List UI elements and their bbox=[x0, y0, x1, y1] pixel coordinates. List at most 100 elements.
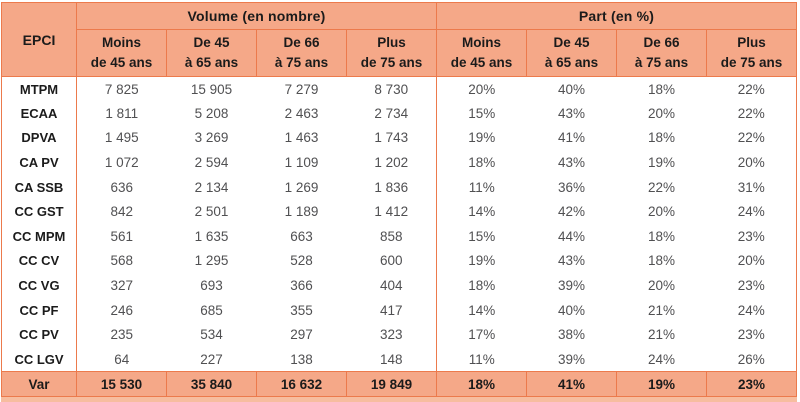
table-row: CC MPM 561 1 635 663 858 15% 44% 18% 23% bbox=[1, 224, 797, 249]
col-header-volume-1: De 45 à 65 ans bbox=[166, 29, 257, 77]
volume-cell: 1 635 bbox=[166, 224, 257, 249]
volume-cell: 1 495 bbox=[76, 125, 167, 151]
part-cell: 22% bbox=[706, 76, 797, 102]
volume-cell: 404 bbox=[346, 273, 437, 298]
volume-cell: 1 189 bbox=[256, 199, 347, 225]
part-cell: 18% bbox=[436, 273, 527, 298]
part-cell: 43% bbox=[526, 101, 617, 126]
volume-cell: 1 295 bbox=[166, 248, 257, 274]
part-cell: 39% bbox=[526, 273, 617, 298]
col-header-line1: Moins bbox=[462, 35, 501, 50]
part-cell: 24% bbox=[706, 199, 797, 225]
volume-cell: 600 bbox=[346, 248, 437, 274]
row-label: ECAA bbox=[1, 101, 77, 126]
table-row: CC LGV 64 227 138 148 11% 39% 24% 26% bbox=[1, 347, 797, 372]
part-cell: 22% bbox=[706, 125, 797, 151]
part-cell: 18% bbox=[616, 224, 707, 249]
volume-cell: 1 202 bbox=[346, 150, 437, 175]
volume-cell: 1 463 bbox=[256, 125, 347, 151]
part-cell: 15% bbox=[436, 101, 527, 126]
total-part-cell: 23% bbox=[706, 371, 797, 398]
volume-cell: 5 208 bbox=[166, 101, 257, 126]
volume-cell: 148 bbox=[346, 347, 437, 372]
volume-cell: 842 bbox=[76, 199, 167, 225]
volume-cell: 534 bbox=[166, 322, 257, 348]
volume-cell: 1 836 bbox=[346, 174, 437, 200]
table-row: CC CV 568 1 295 528 600 19% 43% 18% 20% bbox=[1, 248, 797, 274]
row-label: CC PV bbox=[1, 322, 77, 348]
total-part-cell: 19% bbox=[616, 371, 707, 398]
row-label: CC GST bbox=[1, 199, 77, 225]
row-label: DPVA bbox=[1, 125, 77, 151]
part-cell: 39% bbox=[526, 347, 617, 372]
part-cell: 42% bbox=[526, 199, 617, 225]
part-cell: 40% bbox=[526, 297, 617, 323]
part-cell: 43% bbox=[526, 248, 617, 274]
part-cell: 43% bbox=[526, 150, 617, 175]
col-header-part-2: De 66 à 75 ans bbox=[616, 29, 707, 77]
volume-cell: 2 501 bbox=[166, 199, 257, 225]
part-cell: 14% bbox=[436, 297, 527, 323]
table-row: CC PF 246 685 355 417 14% 40% 21% 24% bbox=[1, 297, 797, 323]
part-cell: 21% bbox=[616, 297, 707, 323]
volume-cell: 663 bbox=[256, 224, 347, 249]
part-cell: 24% bbox=[706, 297, 797, 323]
total-part-cell: 18% bbox=[436, 371, 527, 398]
col-header-part-3: Plus de 75 ans bbox=[706, 29, 797, 77]
volume-cell: 2 594 bbox=[166, 150, 257, 175]
col-header-part-0: Moins de 45 ans bbox=[436, 29, 527, 77]
part-cell: 36% bbox=[526, 174, 617, 200]
volume-cell: 7 279 bbox=[256, 76, 347, 102]
part-cell: 19% bbox=[436, 248, 527, 274]
part-cell: 23% bbox=[706, 224, 797, 249]
col-header-volume-2: De 66 à 75 ans bbox=[256, 29, 347, 77]
table-row: CC PV 235 534 297 323 17% 38% 21% 23% bbox=[1, 322, 797, 348]
volume-cell: 15 905 bbox=[166, 76, 257, 102]
part-cell: 18% bbox=[436, 150, 527, 175]
col-header-part-1: De 45 à 65 ans bbox=[526, 29, 617, 77]
part-cell: 23% bbox=[706, 322, 797, 348]
volume-cell: 8 730 bbox=[346, 76, 437, 102]
volume-cell: 2 134 bbox=[166, 174, 257, 200]
part-cell: 21% bbox=[616, 322, 707, 348]
volume-cell: 1 072 bbox=[76, 150, 167, 175]
volume-cell: 7 825 bbox=[76, 76, 167, 102]
part-cell: 22% bbox=[706, 101, 797, 126]
part-cell: 14% bbox=[436, 199, 527, 225]
col-header-line1: De 66 bbox=[643, 35, 680, 50]
total-volume-cell: 19 849 bbox=[346, 371, 437, 398]
table-row: CA SSB 636 2 134 1 269 1 836 11% 36% 22% 31% bbox=[1, 174, 797, 200]
total-row: Var 15 530 35 840 16 632 19 849 18% 41% 19% 23% bbox=[1, 371, 797, 398]
table-row: ECAA 1 811 5 208 2 463 2 734 15% 43% 20% 22% bbox=[1, 101, 797, 126]
part-cell: 18% bbox=[616, 125, 707, 151]
part-cell: 11% bbox=[436, 174, 527, 200]
part-cell: 41% bbox=[526, 125, 617, 151]
table-row: DPVA 1 495 3 269 1 463 1 743 19% 41% 18% 22% bbox=[1, 125, 797, 151]
volume-cell: 355 bbox=[256, 297, 347, 323]
col-header-line1: De 45 bbox=[553, 35, 590, 50]
part-cell: 40% bbox=[526, 76, 617, 102]
part-cell: 11% bbox=[436, 347, 527, 372]
volume-cell: 1 412 bbox=[346, 199, 437, 225]
row-label: CC CV bbox=[1, 248, 77, 274]
table-row: CC GST 842 2 501 1 189 1 412 14% 42% 20% 24% bbox=[1, 199, 797, 225]
volume-cell: 636 bbox=[76, 174, 167, 200]
col-header-line2: à 65 ans bbox=[184, 55, 239, 70]
volume-cell: 2 734 bbox=[346, 101, 437, 126]
corner-header-epci: EPCI bbox=[1, 2, 77, 77]
part-cell: 22% bbox=[616, 174, 707, 200]
volume-cell: 417 bbox=[346, 297, 437, 323]
col-header-line2: de 45 ans bbox=[90, 55, 153, 70]
volume-cell: 1 743 bbox=[346, 125, 437, 151]
col-header-volume-3: Plus de 75 ans bbox=[346, 29, 437, 77]
part-cell: 20% bbox=[706, 248, 797, 274]
row-label: MTPM bbox=[1, 76, 77, 102]
col-header-line2: de 75 ans bbox=[360, 55, 423, 70]
part-cell: 19% bbox=[616, 150, 707, 175]
volume-cell: 327 bbox=[76, 273, 167, 298]
total-volume-cell: 16 632 bbox=[256, 371, 347, 398]
col-header-line2: à 65 ans bbox=[544, 55, 599, 70]
row-label: CC LGV bbox=[1, 347, 77, 372]
